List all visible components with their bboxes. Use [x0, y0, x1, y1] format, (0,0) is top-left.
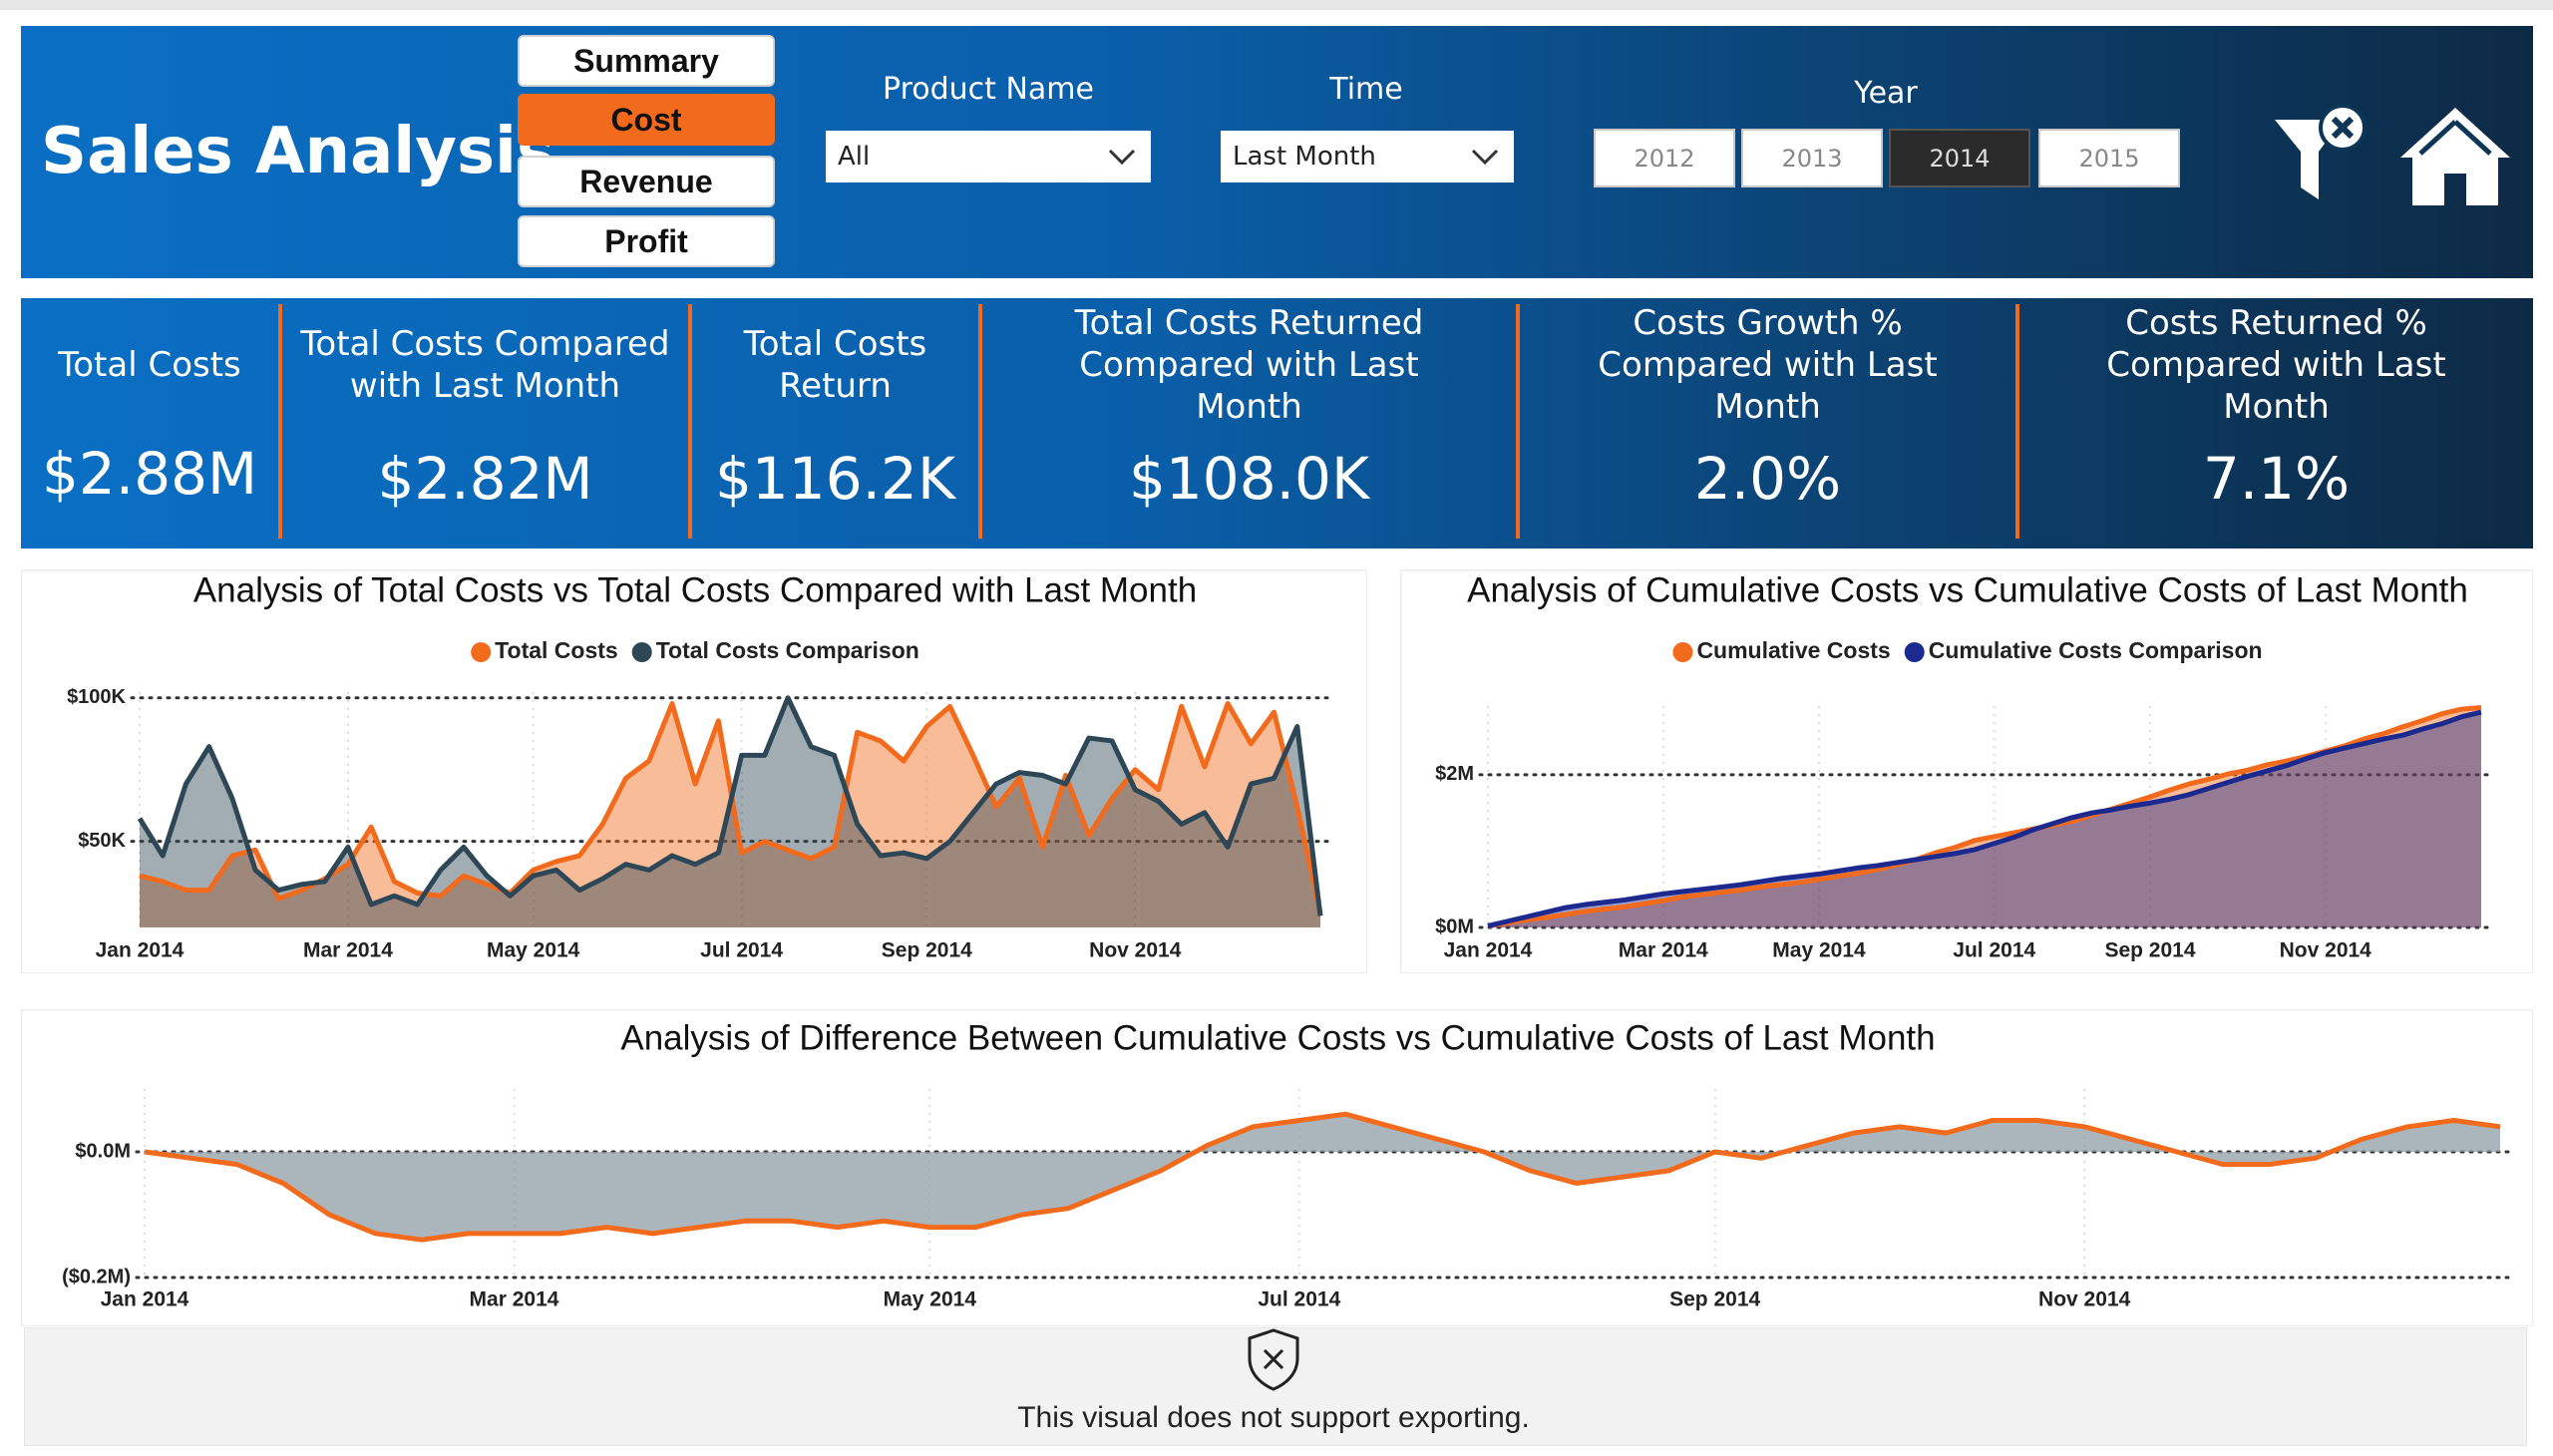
chart-panel: Analysis of Difference Between Cumulativ…: [21, 1009, 2533, 1326]
year-button[interactable]: 2013: [1741, 129, 1883, 187]
year-button-selected[interactable]: 2014: [1889, 129, 2030, 187]
home-icon[interactable]: [2398, 104, 2513, 208]
legend-swatch: [1904, 642, 1925, 662]
x-tick-label: Sep 2014: [882, 939, 972, 962]
dashboard-title: Sales Analysis: [41, 115, 555, 188]
legend: Cumulative Costs Cumulative Costs Compari…: [1672, 637, 2263, 663]
x-tick-label: Jul 2014: [700, 939, 783, 962]
time-dropdown[interactable]: Last Month: [1221, 131, 1514, 182]
line: [1487, 709, 2482, 928]
x-tick-label: Sep 2014: [1669, 1288, 1760, 1311]
chart-title: Analysis of Total Costs vs Total Costs C…: [193, 570, 1197, 609]
legend-swatch: [631, 642, 652, 662]
line: [144, 1111, 2501, 1243]
chart-panel: Analysis of Cumulative Costs vs Cumulati…: [1400, 569, 2533, 973]
kpi-label: Total Costs Compared with Last Month: [300, 324, 670, 406]
legend-label: Cumulative Costs: [1696, 637, 1890, 663]
x-tick-label: Nov 2014: [2280, 939, 2372, 962]
kpi-divider: [2015, 304, 2019, 539]
legend: Total Costs Total Costs Comparison: [471, 637, 919, 663]
x-tick-label: Mar 2014: [1619, 939, 1708, 962]
kpi-value: $2.88M: [41, 440, 258, 508]
kpi-label: Total Costs Return: [743, 324, 927, 406]
legend-swatch: [1672, 642, 1693, 662]
kpi-card: Total Costs Compared with Last Month $2.…: [282, 298, 688, 548]
x-tick-label: May 2014: [884, 1288, 977, 1311]
legend-swatch: [471, 642, 492, 662]
x-tick-label: Jan 2014: [101, 1288, 189, 1311]
nav-button-active[interactable]: Cost: [518, 94, 775, 146]
x-tick-label: Nov 2014: [1089, 939, 1182, 962]
x-tick-label: Jan 2014: [96, 939, 184, 962]
x-tick-label: Nov 2014: [2038, 1288, 2131, 1311]
clear-filter-icon[interactable]: [2269, 100, 2378, 209]
x-tick-label: Mar 2014: [303, 939, 393, 962]
dropdown-value: All: [838, 142, 871, 172]
line: [137, 695, 1323, 916]
chart-title: Analysis of Cumulative Costs vs Cumulati…: [1467, 570, 2468, 609]
x-tick-label: Sep 2014: [2104, 939, 2195, 962]
y-tick-label: $0.0M: [75, 1140, 131, 1162]
kpi-divider: [688, 304, 692, 539]
kpi-label: Costs Returned % Compared with Last Mont…: [2106, 303, 2446, 427]
filter-label: Time: [1329, 72, 1403, 107]
shield-icon: [1248, 1328, 1299, 1391]
dropdown-value: Last Month: [1233, 142, 1376, 172]
filter-label: Year: [1854, 76, 1918, 111]
nav-button[interactable]: Revenue: [518, 156, 775, 207]
x-tick-label: May 2014: [1772, 939, 1866, 962]
legend-label: Total Costs: [495, 637, 618, 663]
line: [139, 701, 1323, 914]
kpi-card: Costs Growth % Compared with Last Month …: [1520, 298, 2015, 548]
chart-panel: Analysis of Total Costs vs Total Costs C…: [21, 569, 1367, 973]
chevron: [1108, 149, 1136, 166]
top-strip: [0, 0, 2553, 10]
nav-button[interactable]: Profit: [518, 215, 775, 267]
kpi-value: 2.0%: [1693, 445, 1842, 513]
legend-label: Total Costs Comparison: [656, 637, 919, 663]
kpi-divider: [978, 304, 982, 539]
kpi-card: Costs Returned % Compared with Last Mont…: [2019, 298, 2533, 548]
area-fill: [1488, 712, 2481, 927]
kpi-value: $108.0K: [1129, 445, 1369, 513]
kpi-label: Costs Growth % Compared with Last Month: [1598, 303, 1938, 427]
product-dropdown[interactable]: All: [826, 131, 1151, 182]
filter-label: Product Name: [883, 72, 1094, 107]
area-fill: [1488, 707, 2481, 927]
year-button[interactable]: 2012: [1594, 129, 1735, 187]
x-tick-label: Jul 2014: [1953, 939, 2035, 962]
kpi-divider: [1516, 304, 1520, 539]
nav-button[interactable]: Summary: [518, 35, 775, 87]
chevron: [1471, 149, 1499, 166]
area-fill: [140, 703, 1320, 927]
kpi-value: 7.1%: [2202, 445, 2351, 513]
export-notice: This visual does not support exporting.: [1017, 1401, 1530, 1434]
y-tick-label: $100K: [67, 686, 126, 708]
x-tick-label: Jan 2014: [1444, 939, 1533, 962]
kpi-card: Total Costs $2.88M: [21, 298, 278, 548]
kpi-value: $2.82M: [377, 445, 593, 513]
y-tick-label: $50K: [78, 830, 126, 852]
kpi-card: Total Costs Return $116.2K: [692, 298, 978, 548]
kpi-label: Total Costs Returned Compared with Last …: [1074, 303, 1424, 427]
x-tick-label: Mar 2014: [470, 1288, 559, 1311]
x-tick-label: May 2014: [487, 939, 580, 962]
kpi-divider: [278, 304, 282, 539]
x-tick-label: Jul 2014: [1258, 1288, 1340, 1311]
area-fill: [145, 1114, 2500, 1241]
y-tick-label: $2M: [1435, 763, 1474, 785]
y-tick-label: ($0.2M): [62, 1266, 131, 1287]
y-tick-label: $0M: [1435, 915, 1474, 937]
kpi-card: Total Costs Returned Compared with Last …: [982, 298, 1516, 548]
chart-title: Analysis of Difference Between Cumulativ…: [620, 1018, 1935, 1057]
legend-label: Cumulative Costs Comparison: [1929, 637, 2263, 663]
kpi-band: [21, 298, 2533, 548]
kpi-label: Total Costs: [58, 345, 241, 385]
kpi-value: $116.2K: [715, 445, 955, 513]
year-button[interactable]: 2015: [2038, 129, 2180, 187]
